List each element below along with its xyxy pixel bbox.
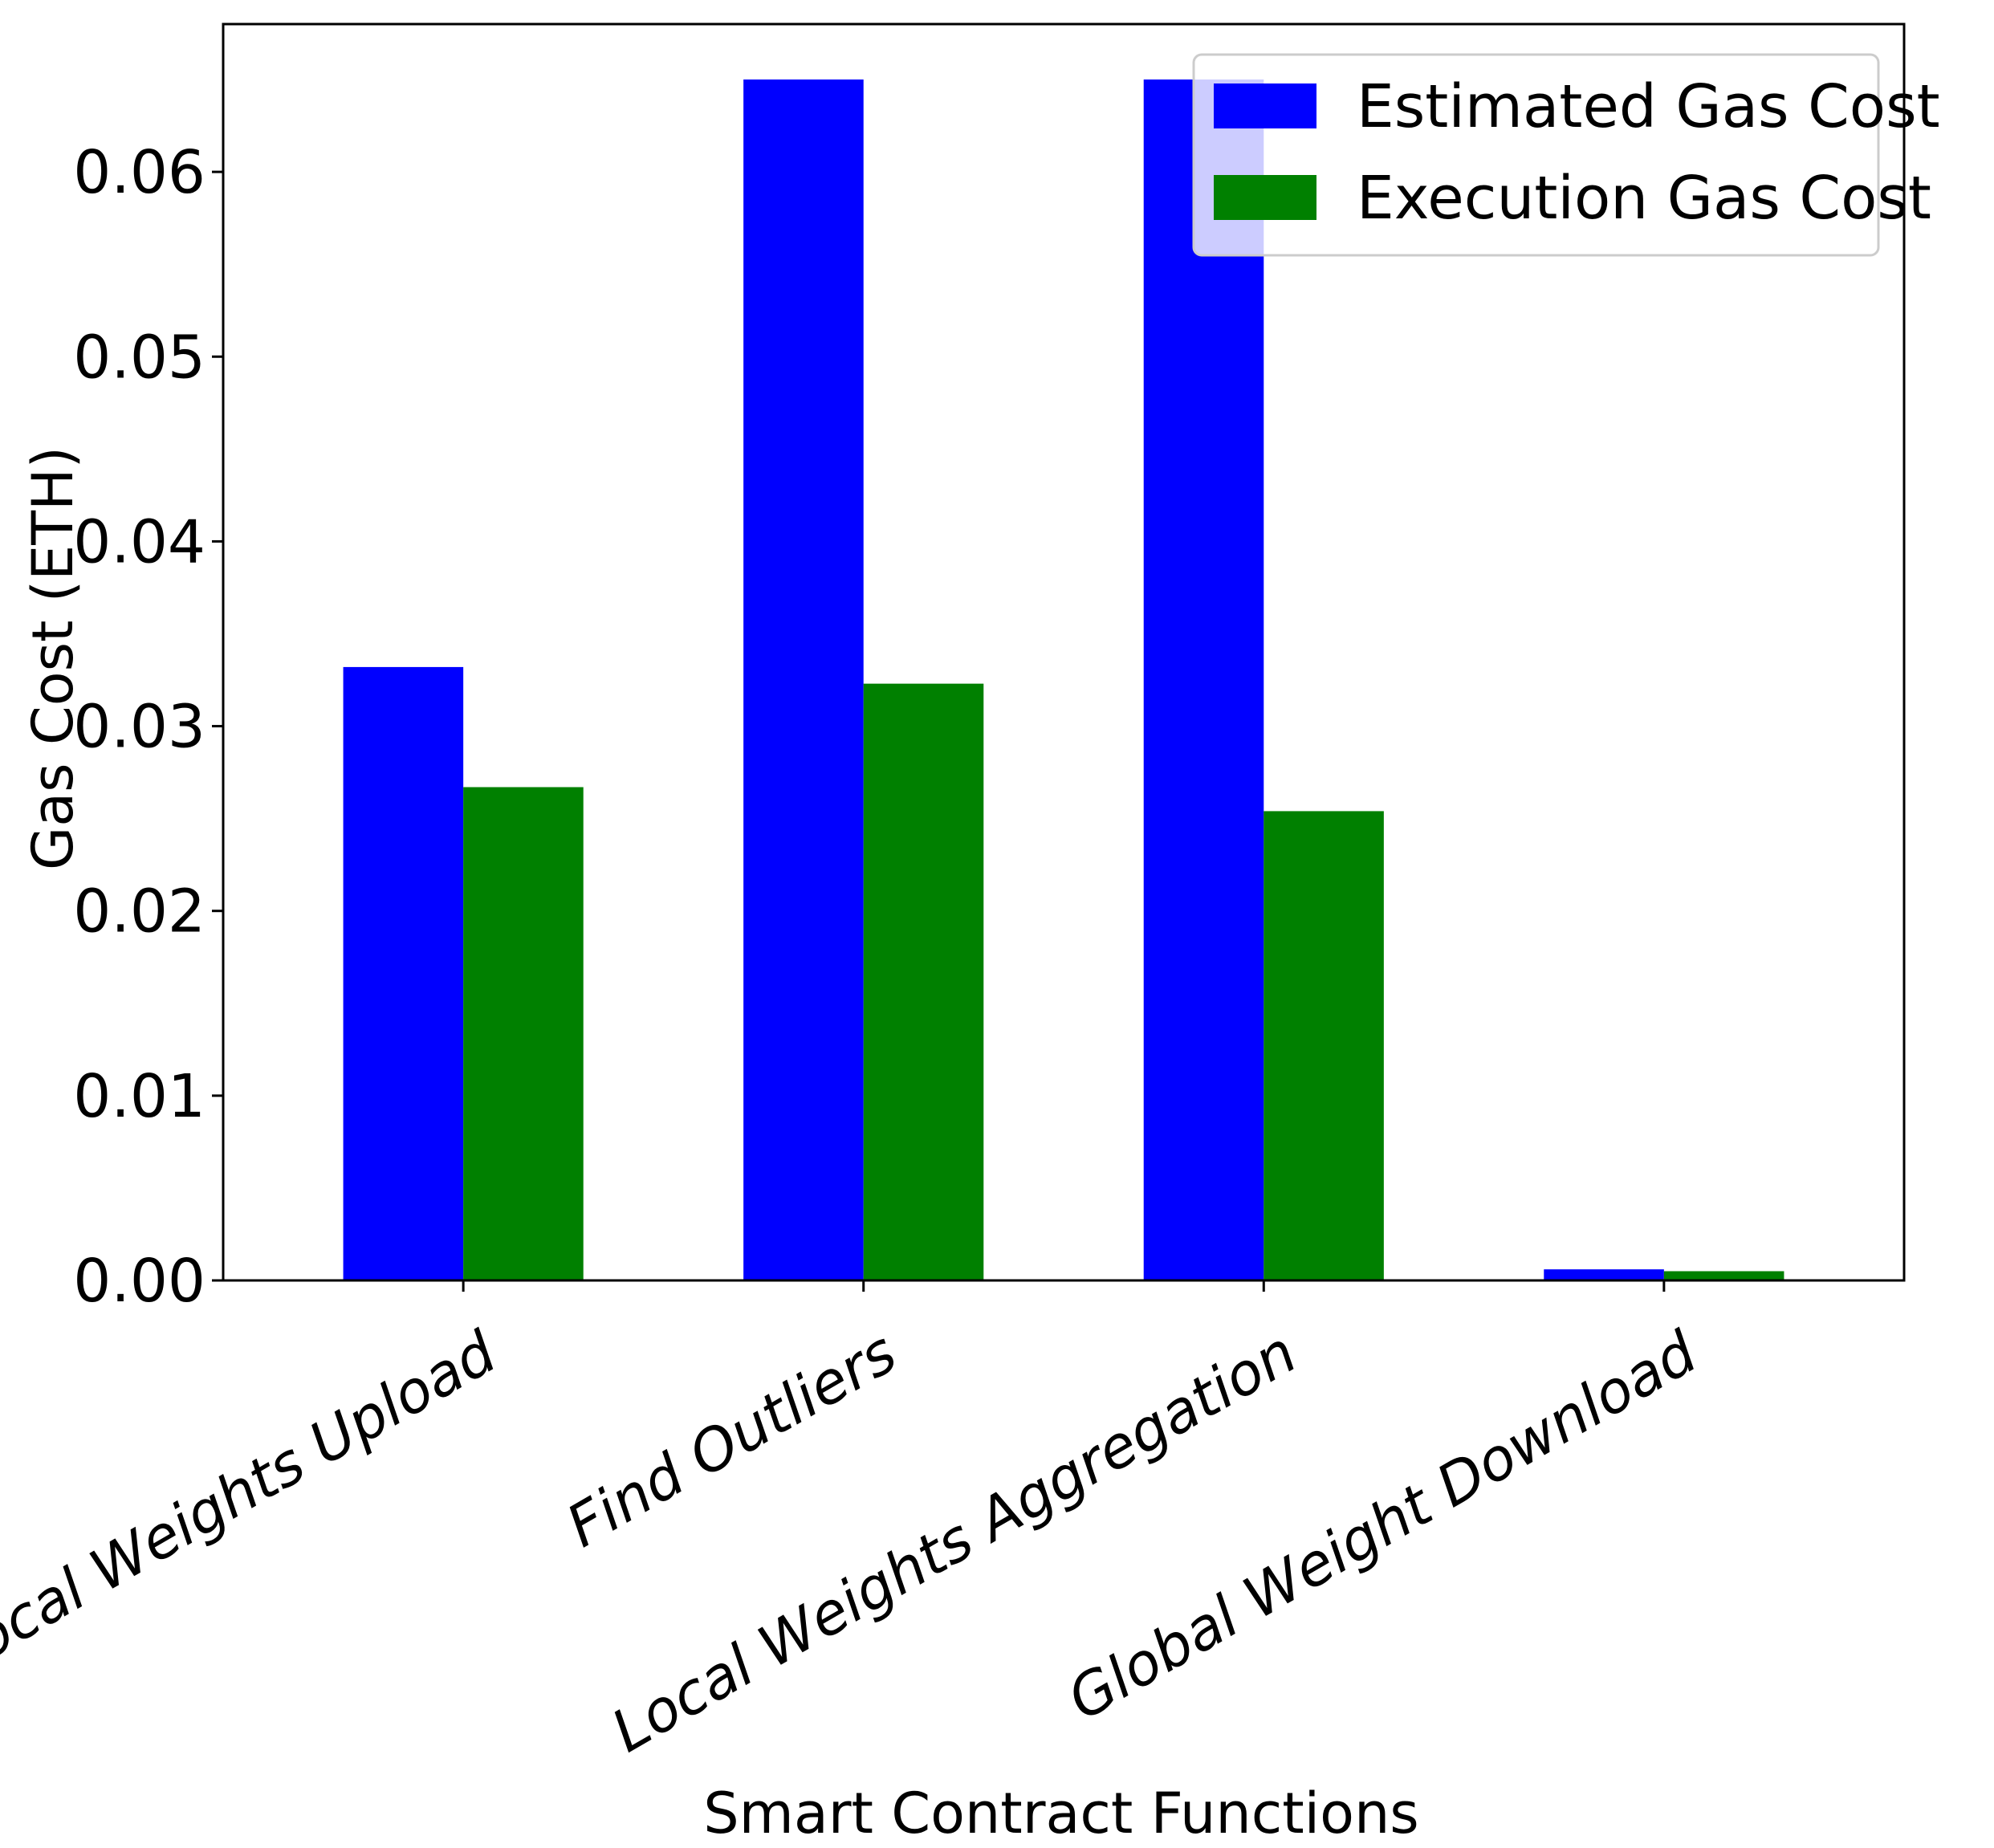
bar-estimated-2 (1143, 79, 1264, 1281)
bar-execution-2 (1264, 811, 1384, 1280)
y-axis-title: Gas Cost (ETH) (20, 446, 86, 870)
legend-swatch-execution (1214, 175, 1316, 220)
legend-label-estimated: Estimated Gas Cost (1357, 72, 1940, 141)
y-tick-label: 0.05 (73, 323, 206, 392)
plot-frame (222, 22, 1906, 1282)
bar-estimated-3 (1544, 1269, 1664, 1280)
y-tick-label: 0.01 (73, 1062, 206, 1131)
legend-label-execution: Execution Gas Cost (1357, 164, 1931, 233)
x-tick-label-3: Global Weight Download (1056, 1317, 1708, 1733)
y-tick-label: 0.00 (73, 1247, 206, 1316)
bar-execution-3 (1663, 1271, 1784, 1280)
bar-execution-0 (463, 787, 584, 1280)
y-tick-label: 0.06 (73, 138, 206, 207)
bars-layer (343, 79, 1784, 1281)
bar-execution-1 (863, 683, 984, 1280)
x-axis-title: Smart Contract Functions (703, 1781, 1419, 1846)
bar-estimated-1 (743, 79, 864, 1281)
legend-swatch-estimated (1214, 83, 1316, 128)
x-tick-label-1: Find Outliers (555, 1318, 907, 1561)
legend: Estimated Gas Cost Execution Gas Cost (1192, 53, 1940, 257)
y-tick-label: 0.04 (73, 507, 206, 576)
bar-estimated-0 (343, 666, 464, 1280)
y-tick-label: 0.02 (73, 877, 206, 946)
x-tick-label-0: Local Weights Upload (0, 1317, 508, 1689)
legend-frame (1192, 53, 1880, 257)
y-tick-label: 0.03 (73, 693, 206, 762)
x-tick-label-2: Local Weights Aggregation (600, 1318, 1308, 1765)
